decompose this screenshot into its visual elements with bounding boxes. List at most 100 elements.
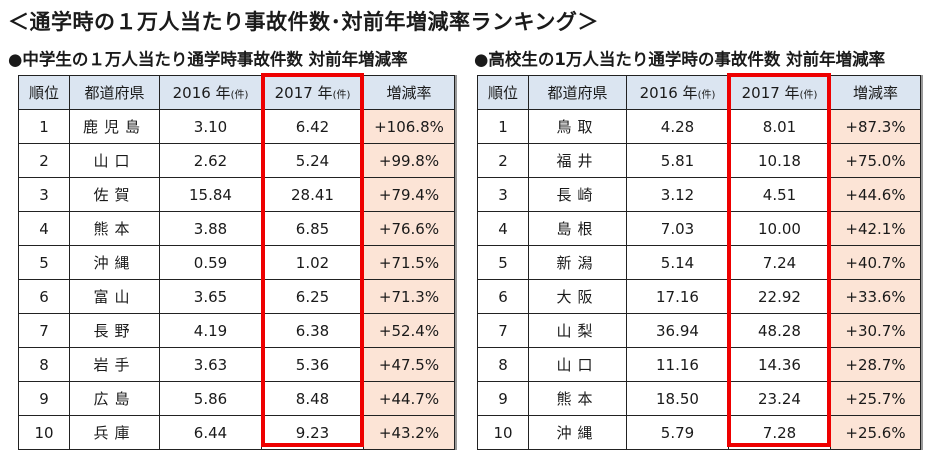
- header-prefecture: 都道府県: [528, 75, 627, 110]
- value-2016-cell: 18.50: [626, 381, 729, 416]
- rate-cell: +43.2%: [363, 415, 455, 450]
- value-2017-cell: 7.28: [728, 415, 831, 450]
- prefecture-cell: 沖縄: [528, 415, 627, 450]
- prefecture-cell: 山梨: [528, 313, 627, 348]
- prefecture-cell: 鹿児島: [69, 109, 160, 144]
- rate-cell: +79.4%: [363, 177, 455, 212]
- value-2017-cell: 6.38: [261, 313, 364, 348]
- prefecture-cell: 山口: [69, 143, 160, 178]
- rank-cell: 9: [18, 381, 70, 416]
- rank-cell: 10: [18, 415, 70, 450]
- value-2017-cell: 10.18: [728, 143, 831, 178]
- rank-cell: 5: [477, 245, 529, 280]
- value-2017-cell: 7.24: [728, 245, 831, 280]
- junior-high-ranking-table: 順位 都道府県 2016 年(件) 2017 年(件) 増減率 1 鹿児島 3.10…: [18, 75, 455, 450]
- rate-cell: +75.0%: [830, 143, 921, 178]
- prefecture-cell: 鳥取: [528, 109, 627, 144]
- value-2016-cell: 5.79: [626, 415, 729, 450]
- table-row: 2 山口 2.62 5.24 +99.8%: [18, 143, 455, 178]
- table-row: 3 佐賀 15.84 28.41 +79.4%: [18, 177, 455, 212]
- header-rank: 順位: [18, 75, 70, 110]
- value-2016-cell: 15.84: [159, 177, 262, 212]
- table-row: 8 岩手 3.63 5.36 +47.5%: [18, 347, 455, 382]
- rank-cell: 7: [477, 313, 529, 348]
- rank-cell: 6: [18, 279, 70, 314]
- value-2016-cell: 3.88: [159, 211, 262, 246]
- rate-cell: +87.3%: [830, 109, 921, 144]
- table-header-row: 順位 都道府県 2016 年(件) 2017 年(件) 増減率: [477, 75, 921, 110]
- header-prefecture: 都道府県: [69, 75, 160, 110]
- rank-cell: 2: [477, 143, 529, 178]
- table-row: 5 新潟 5.14 7.24 +40.7%: [477, 245, 921, 280]
- prefecture-cell: 熊本: [69, 211, 160, 246]
- rate-cell: +44.6%: [830, 177, 921, 212]
- table-row: 1 鹿児島 3.10 6.42 +106.8%: [18, 109, 455, 144]
- rank-cell: 9: [477, 381, 529, 416]
- rate-cell: +76.6%: [363, 211, 455, 246]
- prefecture-cell: 広島: [69, 381, 160, 416]
- value-2016-cell: 0.59: [159, 245, 262, 280]
- rate-cell: +47.5%: [363, 347, 455, 382]
- table-row: 5 沖縄 0.59 1.02 +71.5%: [18, 245, 455, 280]
- value-2017-cell: 14.36: [728, 347, 831, 382]
- value-2017-cell: 6.85: [261, 211, 364, 246]
- value-2016-cell: 4.19: [159, 313, 262, 348]
- rate-cell: +71.3%: [363, 279, 455, 314]
- rate-cell: +71.5%: [363, 245, 455, 280]
- page-title: ＜通学時の１万人当たり事故件数･対前年増減率ランキング＞: [8, 10, 599, 34]
- header-rate: 増減率: [363, 75, 455, 110]
- header-2017: 2017 年(件): [261, 75, 364, 110]
- value-2017-cell: 28.41: [261, 177, 364, 212]
- header-2016: 2016 年(件): [159, 75, 262, 110]
- header-2016: 2016 年(件): [626, 75, 729, 110]
- prefecture-cell: 福井: [528, 143, 627, 178]
- value-2017-cell: 48.28: [728, 313, 831, 348]
- value-2016-cell: 6.44: [159, 415, 262, 450]
- high-school-table-panel: 順位 都道府県 2016 年(件) 2017 年(件) 増減率 1 鳥取 4.28 8…: [477, 75, 921, 450]
- rank-cell: 5: [18, 245, 70, 280]
- rank-cell: 3: [18, 177, 70, 212]
- prefecture-cell: 山口: [528, 347, 627, 382]
- value-2016-cell: 17.16: [626, 279, 729, 314]
- rate-cell: +28.7%: [830, 347, 921, 382]
- rank-cell: 8: [477, 347, 529, 382]
- value-2017-cell: 5.24: [261, 143, 364, 178]
- rank-cell: 10: [477, 415, 529, 450]
- value-2016-cell: 5.86: [159, 381, 262, 416]
- rate-cell: +30.7%: [830, 313, 921, 348]
- high-school-ranking-table: 順位 都道府県 2016 年(件) 2017 年(件) 増減率 1 鳥取 4.28 8…: [477, 75, 921, 450]
- value-2017-cell: 8.48: [261, 381, 364, 416]
- value-2016-cell: 7.03: [626, 211, 729, 246]
- header-rate: 増減率: [830, 75, 921, 110]
- header-rank: 順位: [477, 75, 529, 110]
- rate-cell: +42.1%: [830, 211, 921, 246]
- rank-cell: 1: [18, 109, 70, 144]
- table-row: 8 山口 11.16 14.36 +28.7%: [477, 347, 921, 382]
- value-2017-cell: 1.02: [261, 245, 364, 280]
- value-2016-cell: 5.14: [626, 245, 729, 280]
- rank-cell: 6: [477, 279, 529, 314]
- rate-cell: +25.7%: [830, 381, 921, 416]
- rate-cell: +44.7%: [363, 381, 455, 416]
- value-2016-cell: 3.65: [159, 279, 262, 314]
- rate-cell: +99.8%: [363, 143, 455, 178]
- table-row: 6 富山 3.65 6.25 +71.3%: [18, 279, 455, 314]
- value-2017-cell: 22.92: [728, 279, 831, 314]
- value-2016-cell: 5.81: [626, 143, 729, 178]
- value-2017-cell: 9.23: [261, 415, 364, 450]
- table-row: 7 長野 4.19 6.38 +52.4%: [18, 313, 455, 348]
- table-row: 10 兵庫 6.44 9.23 +43.2%: [18, 415, 455, 450]
- prefecture-cell: 兵庫: [69, 415, 160, 450]
- high-school-subtitle: ●高校生の1万人当たり通学時の事故件数 対前年増減率: [474, 50, 886, 69]
- prefecture-cell: 島根: [528, 211, 627, 246]
- value-2016-cell: 2.62: [159, 143, 262, 178]
- table-row: 1 鳥取 4.28 8.01 +87.3%: [477, 109, 921, 144]
- prefecture-cell: 佐賀: [69, 177, 160, 212]
- prefecture-cell: 富山: [69, 279, 160, 314]
- value-2016-cell: 4.28: [626, 109, 729, 144]
- rate-cell: +33.6%: [830, 279, 921, 314]
- prefecture-cell: 沖縄: [69, 245, 160, 280]
- value-2016-cell: 11.16: [626, 347, 729, 382]
- junior-high-table-panel: 順位 都道府県 2016 年(件) 2017 年(件) 増減率 1 鹿児島 3.10…: [18, 75, 455, 450]
- value-2017-cell: 8.01: [728, 109, 831, 144]
